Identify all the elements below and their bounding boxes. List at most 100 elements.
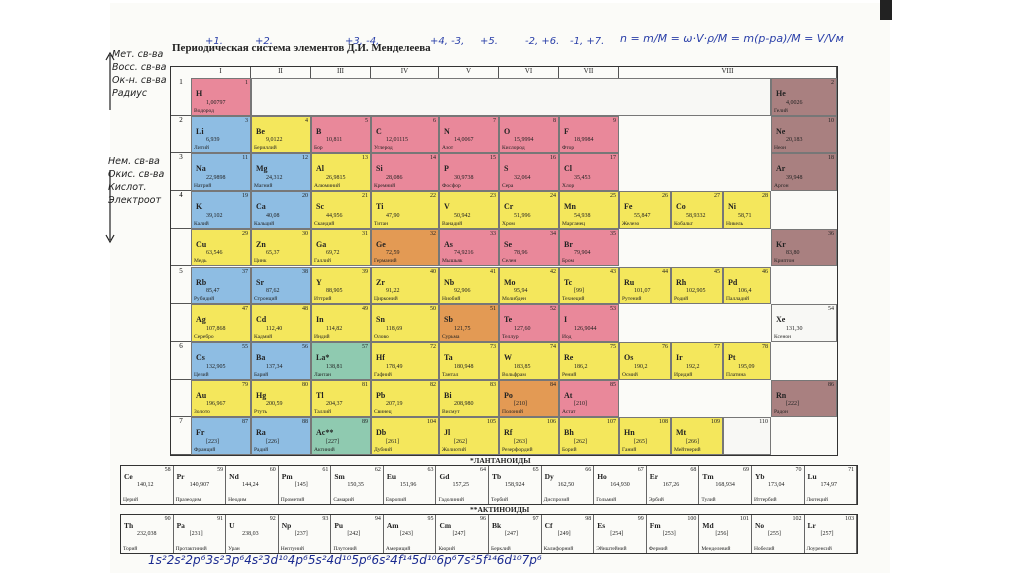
element-cell: 28 Ni 58,71 Никель	[723, 191, 771, 229]
atomic-number: 56	[302, 343, 308, 350]
element-cell: 87 Fr [223] Франций	[191, 417, 251, 455]
element-name: Протактиний	[175, 546, 207, 552]
atomic-number: 4	[305, 117, 308, 124]
element-cell: 26 Fe 55,847 Железо	[619, 191, 671, 229]
element-symbol: Lr	[807, 521, 816, 530]
element-symbol: Bi	[444, 390, 452, 400]
atomic-mass: 22,9898	[206, 175, 226, 182]
element-name: Радий	[254, 446, 269, 453]
atomic-number: 81	[362, 381, 368, 388]
element-name: Гольмий	[596, 497, 617, 503]
atomic-mass: 50,942	[454, 212, 471, 219]
atomic-number: 65	[532, 467, 539, 473]
element-name: Радон	[774, 409, 788, 416]
element-name: Стронций	[254, 296, 278, 303]
element-name: Нептуний	[280, 546, 305, 552]
element-name: Рубидий	[194, 296, 215, 303]
atomic-mass: 74,9216	[454, 250, 474, 257]
atomic-mass: 164,930	[610, 482, 630, 488]
element-symbol: C	[376, 126, 382, 136]
element-symbol: Pr	[176, 472, 185, 481]
element-symbol: Tc	[564, 277, 573, 287]
element-name: Церий	[123, 497, 139, 503]
atomic-number: 71	[848, 467, 855, 473]
element-cell: 75 Re 186,2 Рений	[559, 341, 619, 380]
atomic-mass: 28,086	[386, 175, 403, 182]
element-name: Таллий	[314, 409, 332, 416]
element-name: Лантан	[314, 371, 331, 378]
element-symbol: Os	[624, 352, 634, 362]
element-name: Эрбий	[648, 497, 664, 503]
element-cell: 52 Te 127,60 Теллур	[499, 304, 559, 342]
atomic-number: 5	[365, 117, 368, 124]
element-symbol: Ac**	[316, 428, 334, 438]
element-symbol: Xe	[776, 315, 786, 325]
element-symbol: U	[229, 521, 235, 530]
element-symbol: Gd	[439, 472, 450, 481]
element-name: Лютеций	[806, 497, 828, 503]
element-name: Железо	[622, 220, 640, 227]
atomic-number: 22	[430, 193, 436, 200]
element-symbol: Al	[316, 164, 324, 174]
atomic-number: 88	[302, 419, 308, 426]
actinide-cell: 100 Fm [253] Фермий	[647, 515, 700, 553]
period-label	[171, 228, 192, 267]
atomic-number: 20	[302, 193, 308, 200]
element-symbol: He	[776, 89, 786, 98]
atomic-mass: 58,9332	[686, 212, 706, 219]
atomic-number: 10	[828, 117, 834, 124]
atomic-number: 108	[659, 419, 668, 426]
element-symbol: K	[196, 202, 203, 212]
element-cell: 46 Pd 106,4 Палладий	[723, 266, 771, 305]
element-cell: 109 Mt [266] Мейтнерий	[671, 417, 723, 455]
actinide-cell: 103 Lr [257] Лоуренсий	[805, 515, 858, 553]
element-name: Диспрозий	[543, 497, 570, 503]
element-name: Ванадий	[442, 220, 463, 227]
atomic-mass: 232,038	[137, 531, 157, 537]
element-symbol: Th	[124, 521, 134, 530]
element-cell: 108 Hn [265] Ганий	[619, 417, 671, 455]
atomic-mass: [253]	[662, 531, 676, 537]
atomic-mass: 127,60	[514, 325, 531, 332]
element-symbol: Np	[281, 521, 292, 530]
element-symbol: Pa	[176, 521, 185, 530]
element-symbol: Na	[196, 164, 206, 174]
element-cell: 54 Xe 131,30 Ксенон	[771, 304, 837, 342]
element-name: Фермий	[648, 546, 668, 552]
atomic-number: 89	[362, 419, 368, 426]
element-symbol: Br	[564, 239, 573, 249]
atomic-mass: 9,0122	[266, 137, 283, 144]
oxidation-state-label: +1.	[205, 36, 223, 47]
element-symbol: As	[444, 239, 453, 249]
actinide-cell: 90 Th 232,038 Торий	[121, 515, 174, 553]
element-name: Цинк	[254, 258, 267, 265]
atomic-number: 32	[430, 230, 436, 237]
atomic-mass: 54,938	[574, 212, 591, 219]
atomic-mass: [257]	[820, 531, 834, 537]
element-symbol: F	[564, 126, 569, 136]
element-symbol: Lu	[807, 472, 817, 481]
atomic-mass: [261]	[386, 438, 399, 445]
element-cell: 83 Bi 208,980 Висмут	[439, 379, 499, 418]
actinide-cell: 94 Pu [242] Плутоний	[331, 515, 384, 553]
element-cell: 18 Ar 39,948 Аргон	[771, 153, 837, 192]
atomic-number: 51	[490, 306, 496, 313]
element-name: Барий	[254, 371, 269, 378]
element-symbol: Bh	[564, 428, 574, 438]
atomic-number: 60	[269, 467, 276, 473]
element-name: Бор	[314, 145, 323, 152]
atomic-number: 64	[480, 467, 487, 473]
element-symbol: I	[564, 315, 568, 325]
atomic-number: 8	[553, 117, 556, 124]
element-cell: 5 B 10,811 Бор	[311, 115, 371, 154]
element-symbol: Cl	[564, 164, 572, 174]
atomic-number: 45	[714, 268, 720, 275]
trend-arrows	[105, 51, 115, 244]
element-name: Кюрий	[438, 546, 455, 552]
element-name: Аргон	[774, 183, 789, 190]
atomic-mass: 47,90	[386, 212, 400, 219]
atomic-number: 1	[245, 80, 248, 86]
atomic-mass: 40,08	[266, 212, 280, 219]
element-name: Серебро	[194, 333, 214, 340]
atomic-number: 63	[427, 467, 434, 473]
